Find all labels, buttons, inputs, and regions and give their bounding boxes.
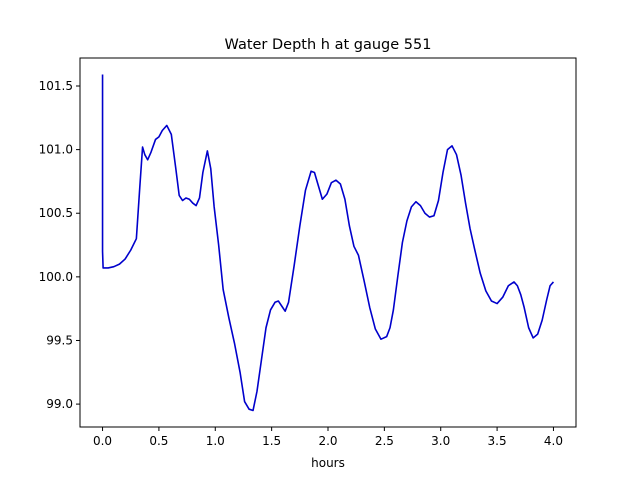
chart-title: Water Depth h at gauge 551 — [225, 37, 432, 53]
x-tick-label: 0.5 — [149, 434, 168, 448]
y-tick-label: 99.0 — [46, 397, 73, 411]
x-tick-label: 2.5 — [375, 434, 394, 448]
y-tick-label: 100.5 — [39, 206, 73, 220]
x-tick-label: 1.0 — [206, 434, 225, 448]
x-axis: 0.0 0.5 1.0 1.5 2.0 2.5 3.0 3.5 4.0 — [93, 427, 563, 448]
x-tick-label: 4.0 — [544, 434, 563, 448]
x-tick-label: 3.5 — [488, 434, 507, 448]
y-tick-label: 99.5 — [46, 333, 73, 347]
y-tick-label: 101.0 — [39, 143, 73, 157]
x-tick-label: 3.0 — [431, 434, 450, 448]
plot-frame — [79, 57, 577, 428]
y-tick-label: 100.0 — [39, 270, 73, 284]
y-axis: 99.0 99.5 100.0 100.5 101.0 101.5 — [39, 79, 80, 411]
x-tick-label: 0.0 — [93, 434, 112, 448]
x-tick-label: 1.5 — [262, 434, 281, 448]
x-axis-label: hours — [311, 456, 345, 470]
series-line — [101, 74, 555, 412]
x-tick-label: 2.0 — [318, 434, 337, 448]
y-tick-label: 101.5 — [39, 79, 73, 93]
